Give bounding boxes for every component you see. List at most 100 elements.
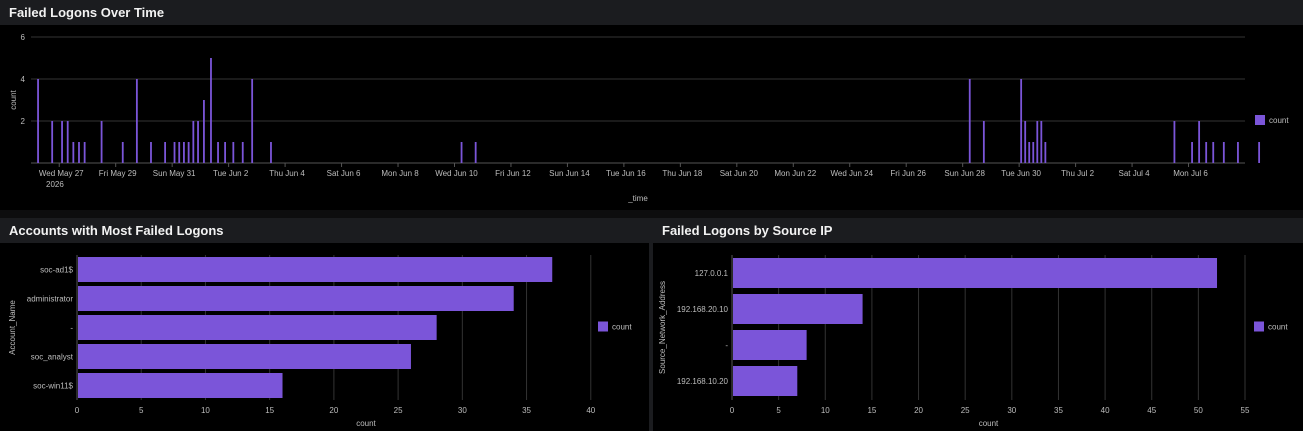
x-tick-label: Fri May 29 <box>99 169 137 178</box>
bar <box>270 142 272 163</box>
bar <box>78 286 514 311</box>
bar <box>733 366 798 396</box>
x-tick-label: Sun Jun 28 <box>944 169 985 178</box>
bar <box>1212 142 1215 163</box>
x-tick-label: Mon Jun 8 <box>381 169 419 178</box>
panel-title: Failed Logons Over Time <box>0 0 1303 25</box>
bar <box>474 142 477 163</box>
category-label: soc-ad1$ <box>40 266 73 275</box>
category-label: - <box>70 324 73 333</box>
bar <box>72 142 75 163</box>
category-label: 127.0.0.1 <box>695 269 729 278</box>
x-tick-label: 5 <box>139 406 144 415</box>
bar <box>733 258 1218 288</box>
panel-failed-logons-by-ip: Failed Logons by Source IP 0 5 10 15 20 25 30 3… <box>653 218 1303 431</box>
bar <box>61 121 63 163</box>
legend-label: count <box>1269 116 1289 125</box>
bar <box>150 142 152 163</box>
panel-title: Accounts with Most Failed Logons <box>0 218 649 243</box>
x-tick-label: Thu Jul 2 <box>1061 169 1094 178</box>
bar <box>164 142 167 163</box>
bar <box>232 142 235 163</box>
x-tick-label: Tue Jun 2 <box>213 169 249 178</box>
x-tick-label: 55 <box>1241 406 1250 415</box>
category-label: 192.168.10.20 <box>677 377 729 386</box>
time-chart[interactable]: 2 4 6 Wed May 27 Fri May 29 Sun May 31 Tue Jun… <box>0 25 1303 210</box>
bar <box>1024 121 1027 163</box>
category-label: 192.168.20.10 <box>677 305 729 314</box>
x-tick-label: 30 <box>458 406 467 415</box>
bar <box>982 121 985 163</box>
bar <box>1032 142 1035 163</box>
panel-failed-logons-over-time: Failed Logons Over Time 2 4 6 Wed May 27 Fri… <box>0 0 1303 210</box>
x-tick-label: Sun Jun 14 <box>549 169 590 178</box>
x-tick-label: 25 <box>961 406 970 415</box>
bar <box>217 142 219 163</box>
x-tick-label: 45 <box>1147 406 1156 415</box>
x-tick-label: 35 <box>1054 406 1063 415</box>
bar <box>1044 142 1047 163</box>
x-tick-label: Mon Jun 22 <box>774 169 816 178</box>
bar <box>733 294 863 324</box>
x-axis-title: count <box>979 419 999 428</box>
bar <box>733 330 807 360</box>
category-label: administrator <box>27 295 74 304</box>
x-tick-label: Thu Jun 4 <box>269 169 305 178</box>
bar <box>187 142 190 163</box>
x-tick-label: 15 <box>867 406 876 415</box>
bar <box>197 121 199 163</box>
bar <box>1028 142 1031 163</box>
x-tick-label: 50 <box>1194 406 1203 415</box>
x-tick-label: 0 <box>75 406 80 415</box>
panel-accounts-failed-logons: Accounts with Most Failed Logons 0 5 10 15 2… <box>0 218 649 431</box>
bar <box>51 121 54 163</box>
x-tick-label: 25 <box>394 406 403 415</box>
accounts-chart[interactable]: 0 5 10 15 20 25 30 35 40 soc-ad1$ administrator - so… <box>0 243 649 431</box>
x-tick-label: Fri Jun 12 <box>495 169 531 178</box>
bar <box>173 142 176 163</box>
bar <box>1020 79 1023 163</box>
bar <box>968 79 971 163</box>
x-tick-label: Mon Jul 6 <box>1173 169 1208 178</box>
y-axis-title: Source_Network_Address <box>658 281 667 374</box>
bar <box>460 142 463 163</box>
bar <box>78 257 553 282</box>
category-label: soc_analyst <box>31 353 74 362</box>
x-tick-label: Tue Jun 30 <box>1001 169 1041 178</box>
x-tick-label: Sat Jul 4 <box>1118 169 1150 178</box>
x-tick-label: Tue Jun 16 <box>606 169 646 178</box>
x-tick-label: Wed Jun 24 <box>830 169 873 178</box>
bar <box>37 79 39 163</box>
ips-chart[interactable]: 0 5 10 15 20 25 30 35 40 45 50 55 127.0.0.1 192.168.2… <box>653 243 1303 431</box>
bar <box>1237 142 1239 163</box>
bar <box>178 142 181 163</box>
bar <box>78 344 411 369</box>
bar <box>1173 121 1176 163</box>
x-tick-label: 35 <box>522 406 531 415</box>
legend-swatch <box>1254 321 1264 332</box>
bar <box>183 142 185 163</box>
legend-swatch <box>598 321 608 332</box>
y-tick-label: 2 <box>21 117 26 126</box>
legend-label: count <box>612 323 632 332</box>
y-tick-label: 6 <box>21 33 26 42</box>
bar <box>121 142 124 163</box>
bar <box>1040 121 1043 163</box>
bar <box>192 121 195 163</box>
bar <box>1205 142 1208 163</box>
x-tick-label: Wed Jun 10 <box>435 169 478 178</box>
bar <box>210 58 212 163</box>
category-label: - <box>725 341 728 350</box>
bar <box>66 121 69 163</box>
x-tick-label: Fri Jun 26 <box>890 169 926 178</box>
bar <box>135 79 138 163</box>
bar <box>1222 142 1225 163</box>
y-axis-title: count <box>9 89 18 109</box>
x-tick-label: 20 <box>329 406 338 415</box>
x-tick-label: 40 <box>586 406 595 415</box>
x-tick-label: Thu Jun 18 <box>662 169 703 178</box>
x-tick-label: Sat Jun 20 <box>720 169 759 178</box>
y-axis-title: Account_Name <box>8 300 17 355</box>
x-tick-label: 10 <box>821 406 830 415</box>
x-tick-label: Wed May 27 <box>39 169 84 178</box>
